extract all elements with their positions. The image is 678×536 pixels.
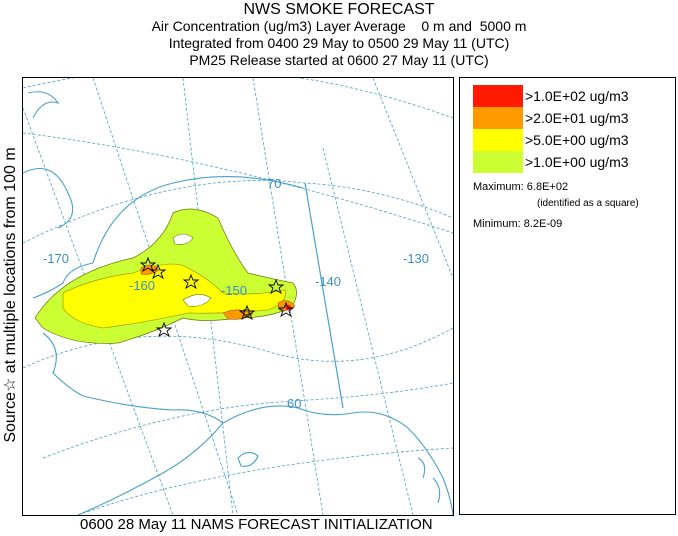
longitude-line-e — [322, 147, 414, 516]
latitude-line-65 — [22, 327, 454, 369]
latitude-line-70 — [22, 180, 454, 244]
legend-swatch-level-1 — [473, 151, 523, 173]
source-star-3 — [182, 273, 200, 290]
arctic-coast-north — [92, 176, 304, 264]
chart-subtitle-concentration: Air Concentration (ug/m3) Layer Average … — [151, 18, 527, 34]
longitude-line-f — [372, 77, 454, 279]
legend-label-level-5: >5.0E+00 ug/m3 — [525, 132, 629, 148]
latitude-line-75 — [22, 132, 454, 234]
forecast-initialization-footer: 0600 28 May 11 NAMS FORECAST INITIALIZAT… — [80, 516, 433, 533]
alaska-peninsula — [77, 422, 224, 516]
legend-minimum: Minimum: 8.2E-09 — [473, 218, 563, 230]
chart-subtitle-integration: Integrated from 0400 29 May to 0500 29 M… — [168, 35, 510, 51]
lon-label-150: -150 — [221, 283, 247, 298]
source-star-5 — [238, 304, 256, 321]
legend-label-level-100: >1.0E+02 ug/m3 — [525, 88, 629, 104]
legend-swatch-level-5 — [473, 129, 523, 151]
smoke-plume — [34, 208, 297, 344]
legend-maximum: Maximum: 6.8E+02 — [473, 181, 569, 193]
maximum-square — [243, 309, 250, 316]
bristol-bay-coast — [82, 395, 224, 424]
source-star-4 — [155, 321, 173, 338]
plume-gap-2 — [182, 294, 212, 307]
lat-label-70: 70 — [267, 176, 281, 191]
smoke-map: -170 -160 -150 -140 -130 70 60 — [22, 68, 454, 516]
west-coast — [42, 332, 84, 397]
source-side-label: Source☆ at multiple locations from 100 m — [0, 75, 20, 515]
legend-label-level-1: >1.0E+00 ug/m3 — [525, 154, 629, 170]
legend-item-level-100: >1.0E+02 ug/m3 — [473, 85, 673, 107]
legend-maximum-note: (identified as a square) — [537, 198, 639, 209]
legend-label-level-20: >2.0E+01 ug/m3 — [525, 110, 629, 126]
chukotka-coast — [22, 168, 74, 229]
lat-label-60: 60 — [287, 396, 301, 411]
legend-item-level-20: >2.0E+01 ug/m3 — [473, 107, 673, 129]
seward-peninsula-coast — [32, 262, 94, 299]
legend-item-level-1: >1.0E+00 ug/m3 — [473, 151, 673, 173]
chart-subtitle-release: PM25 Release started at 0600 27 May 11 (… — [189, 52, 489, 68]
plume-gap — [172, 233, 194, 245]
lon-label-170: -170 — [43, 251, 69, 266]
lon-label-160: -160 — [129, 278, 155, 293]
source-markers — [139, 256, 295, 338]
source-star-1 — [139, 256, 157, 273]
latitude-line-55 — [77, 447, 454, 516]
source-star-7 — [277, 301, 295, 318]
source-star-2 — [149, 263, 167, 280]
southeast-alaska-coast — [352, 411, 454, 516]
source-side-label-text: Source☆ at multiple locations from 100 m — [2, 147, 19, 443]
graticule-labels: -170 -160 -150 -140 -130 70 60 — [43, 176, 429, 411]
smoke-map-svg: -170 -160 -150 -140 -130 70 60 — [22, 68, 454, 516]
latitude-line-80 — [22, 68, 454, 119]
legend-swatch-level-100 — [473, 85, 523, 107]
lon-label-140: -140 — [315, 274, 341, 289]
island-outline — [27, 91, 60, 119]
chart-title: NWS SMOKE FORECAST — [243, 1, 435, 18]
latitude-line-60 — [42, 382, 454, 459]
source-star-6 — [267, 278, 285, 295]
legend-panel: >1.0E+02 ug/m3 >2.0E+01 ug/m3 >5.0E+00 u… — [459, 77, 676, 515]
legend-item-level-5: >5.0E+00 ug/m3 — [473, 129, 673, 151]
lon-label-130: -130 — [403, 251, 429, 266]
legend-swatch-level-20 — [473, 107, 523, 129]
kodiak-island — [237, 451, 259, 467]
southeast-islands — [417, 457, 441, 504]
gulf-of-alaska-coast — [222, 405, 354, 424]
longitude-line-c — [182, 77, 234, 516]
canada-border — [304, 182, 344, 409]
